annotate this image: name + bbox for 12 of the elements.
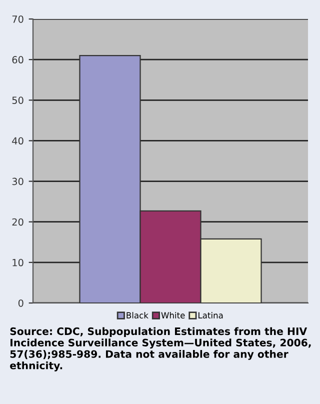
legend-label: Black	[126, 312, 148, 318]
legend-label: White	[161, 312, 185, 318]
y-tick-label: 50	[12, 96, 24, 104]
y-tick-label: 70	[12, 15, 24, 23]
y-tick-label: 20	[12, 218, 24, 226]
y-tick-label: 10	[12, 258, 24, 266]
y-tick-label: 60	[12, 56, 24, 64]
y-tick-label: 0	[18, 299, 24, 307]
source-note: Source: CDC, Subpopulation Estimates from the HIV Incidence Surveillance System—United States, 2006, 57(36);985-989. Data not available for any other ethnicity.	[10, 327, 311, 372]
y-tick-label: 30	[12, 178, 24, 186]
legend-label: Latina	[198, 312, 223, 318]
y-tick-label: 40	[12, 137, 24, 145]
